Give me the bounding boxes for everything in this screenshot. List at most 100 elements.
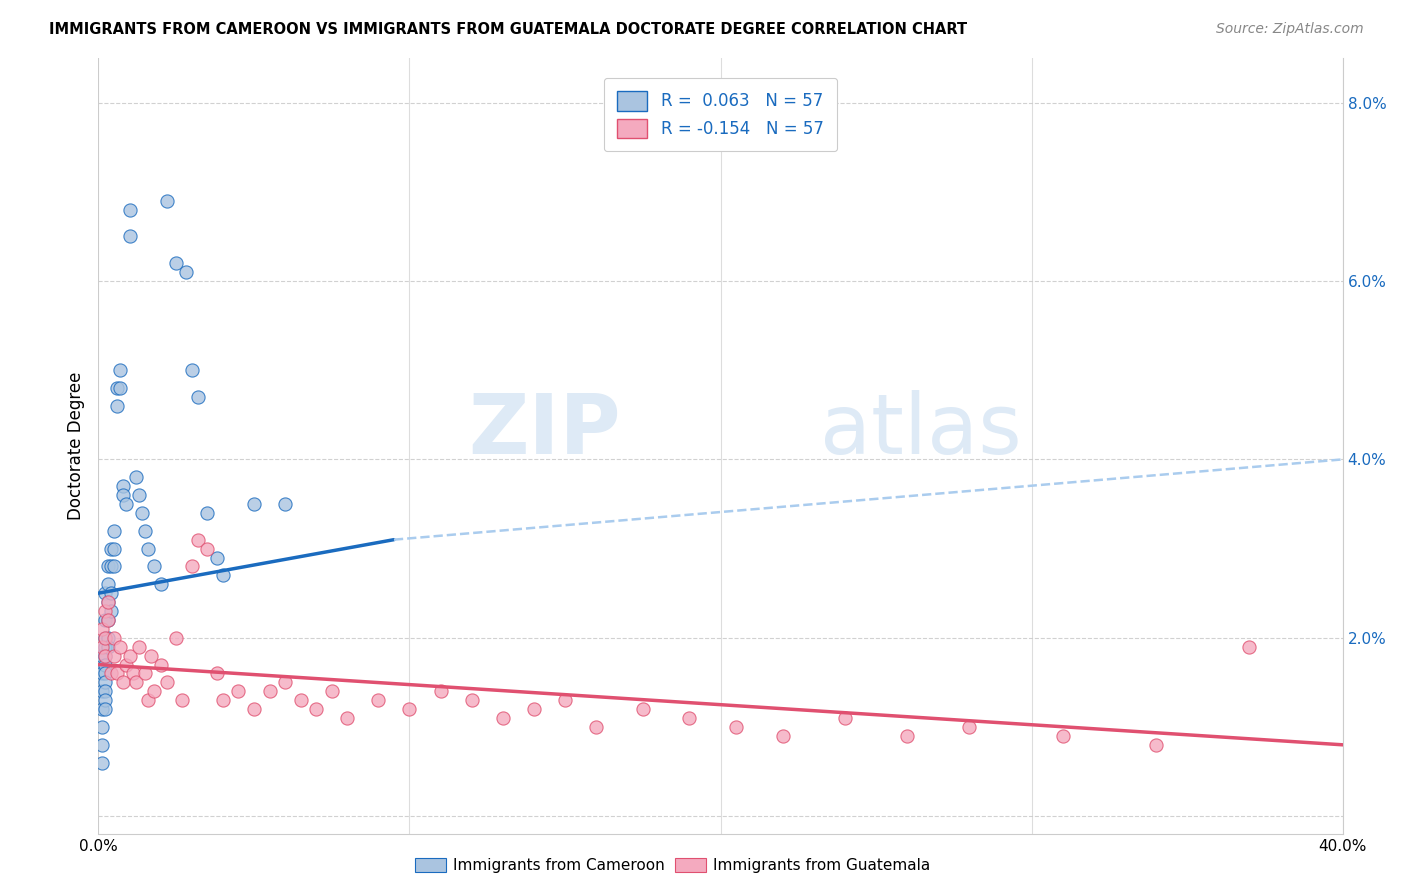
- Point: [180, 559, 202, 574]
- Point: [93, 684, 115, 698]
- Point: [290, 693, 312, 707]
- Point: [136, 541, 159, 556]
- Point: [108, 640, 131, 654]
- Point: [97, 631, 120, 645]
- Point: [93, 693, 115, 707]
- Point: [1144, 738, 1167, 752]
- Point: [90, 702, 112, 716]
- Point: [367, 693, 389, 707]
- Point: [100, 559, 122, 574]
- Point: [93, 640, 115, 654]
- Point: [631, 702, 654, 716]
- Point: [523, 702, 546, 716]
- Point: [172, 693, 194, 707]
- Point: [585, 720, 607, 734]
- Point: [118, 229, 141, 244]
- Point: [105, 381, 128, 395]
- Point: [149, 657, 172, 672]
- Point: [118, 202, 141, 217]
- Text: Source: ZipAtlas.com: Source: ZipAtlas.com: [1216, 22, 1364, 37]
- Point: [90, 622, 112, 636]
- Point: [554, 693, 576, 707]
- Point: [195, 541, 218, 556]
- Point: [97, 595, 120, 609]
- Point: [93, 613, 115, 627]
- Point: [97, 640, 120, 654]
- Point: [149, 577, 172, 591]
- Point: [205, 666, 228, 681]
- Point: [93, 631, 115, 645]
- Point: [187, 390, 209, 404]
- Text: atlas: atlas: [820, 390, 1022, 471]
- Point: [93, 702, 115, 716]
- Point: [205, 550, 228, 565]
- Point: [112, 488, 135, 502]
- Point: [1239, 640, 1261, 654]
- Point: [90, 756, 112, 770]
- Point: [90, 720, 112, 734]
- Point: [274, 675, 297, 690]
- Y-axis label: Doctorate Degree: Doctorate Degree: [66, 372, 84, 520]
- Point: [772, 729, 794, 743]
- Point: [125, 675, 148, 690]
- Point: [115, 497, 138, 511]
- Point: [492, 711, 515, 725]
- Point: [460, 693, 484, 707]
- Point: [121, 666, 143, 681]
- Point: [243, 702, 266, 716]
- Point: [103, 524, 125, 538]
- Text: IMMIGRANTS FROM CAMEROON VS IMMIGRANTS FROM GUATEMALA DOCTORATE DEGREE CORRELATI: IMMIGRANTS FROM CAMEROON VS IMMIGRANTS F…: [49, 22, 967, 37]
- Point: [141, 648, 163, 663]
- Point: [103, 541, 125, 556]
- Point: [97, 577, 120, 591]
- Point: [103, 648, 125, 663]
- Point: [896, 729, 918, 743]
- Point: [429, 684, 451, 698]
- Point: [305, 702, 328, 716]
- Point: [93, 657, 115, 672]
- Point: [97, 595, 120, 609]
- Point: [211, 568, 233, 582]
- Point: [108, 381, 131, 395]
- Point: [90, 666, 112, 681]
- Point: [112, 675, 135, 690]
- Point: [398, 702, 420, 716]
- Point: [93, 631, 115, 645]
- Point: [97, 613, 120, 627]
- Point: [108, 363, 131, 377]
- Point: [125, 470, 148, 484]
- Point: [143, 559, 166, 574]
- Text: Immigrants from Guatemala: Immigrants from Guatemala: [713, 858, 931, 872]
- Point: [97, 613, 120, 627]
- Point: [134, 666, 156, 681]
- Point: [128, 488, 150, 502]
- Text: Immigrants from Cameroon: Immigrants from Cameroon: [453, 858, 665, 872]
- Point: [336, 711, 359, 725]
- Point: [174, 265, 197, 279]
- Point: [725, 720, 748, 734]
- Point: [100, 666, 122, 681]
- Point: [93, 666, 115, 681]
- Point: [165, 256, 187, 270]
- Point: [156, 675, 179, 690]
- Point: [103, 559, 125, 574]
- Point: [115, 657, 138, 672]
- Point: [103, 631, 125, 645]
- Point: [165, 631, 187, 645]
- Point: [243, 497, 266, 511]
- Point: [1052, 729, 1074, 743]
- Point: [321, 684, 343, 698]
- Point: [100, 586, 122, 600]
- Point: [136, 693, 159, 707]
- Legend: R =  0.063   N = 57, R = -0.154   N = 57: R = 0.063 N = 57, R = -0.154 N = 57: [605, 78, 837, 152]
- Point: [678, 711, 700, 725]
- Point: [959, 720, 981, 734]
- Point: [93, 586, 115, 600]
- Point: [156, 194, 179, 208]
- Point: [834, 711, 856, 725]
- Point: [90, 648, 112, 663]
- Point: [259, 684, 281, 698]
- Point: [93, 648, 115, 663]
- Point: [112, 479, 135, 493]
- Point: [93, 675, 115, 690]
